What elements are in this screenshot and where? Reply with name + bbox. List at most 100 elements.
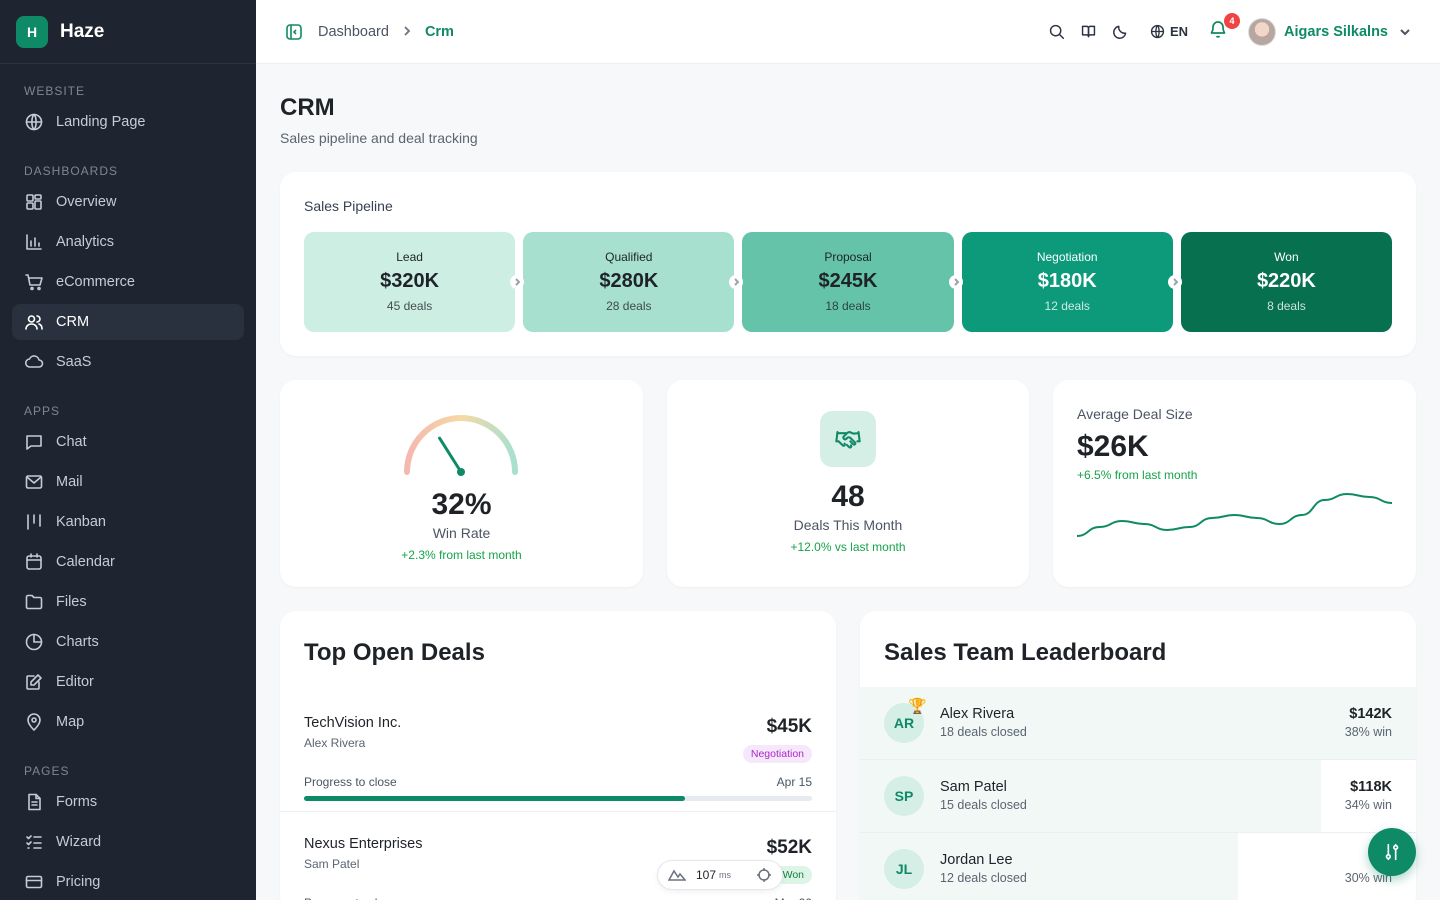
deal-amount: $45K [766, 716, 812, 737]
pipeline-label: Sales Pipeline [304, 198, 393, 214]
chevron-down-icon [1398, 25, 1412, 39]
perf-value: 107 [696, 868, 717, 882]
rep-deals-closed: 15 deals closed [940, 798, 1027, 812]
kanban-icon [24, 512, 44, 532]
bell-icon [1210, 21, 1226, 38]
leaderboard-card: Sales Team Leaderboard AR 🏆 Alex Rivera … [860, 611, 1416, 900]
sales-pipeline-card: Sales Pipeline Lead $320K 45 deals Quali… [280, 172, 1416, 356]
sidebar-item-editor[interactable]: Editor [12, 664, 244, 700]
avatar: AR [884, 703, 924, 743]
stage-name: Lead [396, 250, 423, 264]
gauge-track [404, 415, 518, 475]
rep-name: Jordan Lee [940, 852, 1013, 868]
search-icon[interactable] [1041, 16, 1073, 48]
avatar: JL [884, 849, 924, 889]
pie-chart-icon [24, 632, 44, 652]
pipeline-stage-won[interactable]: Won $220K 8 deals [1180, 232, 1393, 332]
brand[interactable]: H Haze [0, 0, 256, 64]
nav-heading: DASHBOARDS [24, 164, 119, 178]
handshake-icon [820, 411, 876, 467]
rep-win-rate: 34% win [1344, 798, 1392, 812]
stage-name: Negotiation [1036, 250, 1098, 264]
pipeline-stage-lead[interactable]: Lead $320K 45 deals [304, 232, 525, 332]
deal-row[interactable]: Nexus Enterprises Sam Patel $52K Won Pro… [280, 812, 836, 900]
pipeline-stage-negotiation[interactable]: Negotiation $180K 12 deals [961, 232, 1182, 332]
user-menu[interactable]: Aigars Silkalns [1248, 17, 1412, 46]
settings-fab-button[interactable] [1368, 828, 1416, 876]
sidebar-item-label: eCommerce [56, 274, 135, 290]
sidebar-item-label: Editor [56, 674, 94, 690]
avg-deal-card: Average Deal Size $26K +6.5% from last m… [1053, 380, 1416, 587]
sidebar-item-calendar[interactable]: Calendar [12, 544, 244, 580]
moon-icon[interactable] [1105, 16, 1137, 48]
calendar-icon [24, 552, 44, 572]
sidebar-item-forms[interactable]: Forms [12, 784, 244, 820]
sidebar-item-pricing[interactable]: Pricing [12, 864, 244, 900]
sidebar-item-charts[interactable]: Charts [12, 624, 244, 660]
stage-value: $180K [1037, 270, 1097, 292]
sidebar-item-label: Pricing [56, 874, 101, 890]
user-name: Aigars Silkalns [1284, 23, 1388, 40]
nav-heading: WEBSITE [24, 84, 86, 98]
nav-section: APPS Chat Mail Kanban Calendar Files Cha… [0, 384, 256, 740]
users-icon [24, 312, 44, 332]
nav-section: WEBSITE Landing Page [0, 64, 256, 140]
progress-label: Progress to close [304, 896, 397, 900]
avg-deal-delta: +6.5% from last month [1077, 468, 1198, 482]
language-selector[interactable]: EN [1149, 23, 1188, 40]
stage-deals: 18 deals [825, 299, 871, 313]
sidebar-item-ecommerce[interactable]: eCommerce [12, 264, 244, 300]
card-icon [24, 872, 44, 892]
sidebar-item-wizard[interactable]: Wizard [12, 824, 244, 860]
pipeline-stage-qualified[interactable]: Qualified $280K 28 deals [523, 232, 744, 332]
sidebar-item-label: Wizard [56, 834, 102, 850]
sidebar-toggle-icon[interactable] [284, 22, 304, 42]
win-rate-delta: +2.3% from last month [401, 548, 522, 562]
page-title: CRM [280, 94, 335, 121]
stage-deals: 8 deals [1267, 299, 1306, 313]
sidebar-item-analytics[interactable]: Analytics [12, 224, 244, 260]
sidebar-item-label: Chat [56, 434, 87, 450]
nav-section: DASHBOARDS Overview Analytics eCommerce … [0, 144, 256, 380]
nav-heading: PAGES [24, 764, 70, 778]
crosshair-icon[interactable] [756, 867, 772, 883]
sidebar-item-label: Mail [56, 474, 83, 490]
stage-value: $320K [380, 270, 440, 292]
sliders-icon [1385, 843, 1399, 861]
sidebar-item-label: Calendar [56, 554, 115, 570]
edit-icon [24, 672, 44, 692]
topbar-actions: EN 4 Aigars Silkalns [1041, 13, 1412, 48]
grid-icon [24, 192, 44, 212]
sidebar-item-files[interactable]: Files [12, 584, 244, 620]
perf-unit: ms [719, 870, 732, 880]
leaderboard-row[interactable]: AR 🏆 Alex Rivera 18 deals closed $142K 3… [860, 687, 1416, 760]
book-icon[interactable] [1073, 16, 1105, 48]
deals-month-card: 48 Deals This Month +12.0% vs last month [667, 380, 1029, 587]
notifications-button[interactable]: 4 [1208, 13, 1241, 44]
deal-row[interactable]: TechVision Inc. Alex Rivera $45K Negotia… [280, 691, 836, 812]
stage-value: $280K [599, 270, 659, 292]
stage-name: Proposal [824, 250, 872, 264]
bar-chart-icon [24, 232, 44, 252]
sidebar-item-saas[interactable]: SaaS [12, 344, 244, 380]
sidebar-item-overview[interactable]: Overview [12, 184, 244, 220]
deals-title: Top Open Deals [304, 639, 485, 666]
sidebar-item-kanban[interactable]: Kanban [12, 504, 244, 540]
pipeline-stage-proposal[interactable]: Proposal $245K 18 deals [742, 232, 963, 332]
sidebar-item-label: Map [56, 714, 85, 730]
leaderboard-share-bar [860, 760, 1322, 832]
sidebar-item-crm[interactable]: CRM [12, 304, 244, 340]
map-pin-icon [24, 712, 44, 732]
leaderboard-row[interactable]: JL Jordan Lee 12 deals closed $9 30% win [860, 833, 1416, 900]
sidebar-item-landing-page[interactable]: Landing Page [12, 104, 244, 140]
sidebar-item-chat[interactable]: Chat [12, 424, 244, 460]
breadcrumb-dashboard[interactable]: Dashboard [318, 23, 389, 40]
sidebar-item-mail[interactable]: Mail [12, 464, 244, 500]
leaderboard-row[interactable]: SP Sam Patel 15 deals closed $118K 34% w… [860, 760, 1416, 833]
pipeline-stages: Lead $320K 45 deals Qualified $280K 28 d… [304, 232, 1393, 332]
rep-revenue: $118K [1350, 779, 1392, 795]
sidebar-item-map[interactable]: Map [12, 704, 244, 740]
performance-widget[interactable]: 107 ms [657, 860, 783, 890]
trophy-icon: 🏆 [908, 698, 927, 715]
avatar: SP [884, 776, 924, 816]
